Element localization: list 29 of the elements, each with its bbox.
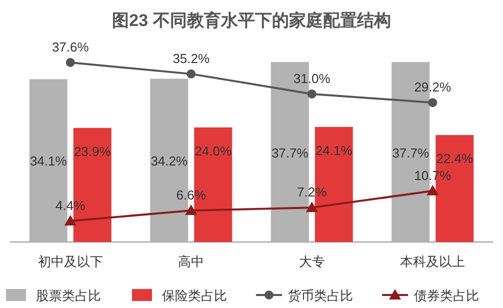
data-label: 34.2% — [150, 153, 188, 168]
legend-label: 股票类占比 — [36, 288, 101, 303]
data-label: 24.0% — [194, 143, 232, 158]
point — [185, 204, 198, 215]
data-label: 35.2% — [172, 50, 210, 66]
point — [426, 184, 439, 196]
point — [306, 202, 318, 212]
data-label: 24.1% — [315, 142, 353, 158]
data-label: 23.9% — [74, 144, 112, 159]
data-label: 37.7% — [271, 145, 309, 160]
x-tick-label: 高中 — [178, 254, 204, 269]
data-label: 22.4% — [436, 151, 474, 166]
point — [307, 89, 316, 98]
point — [186, 69, 196, 78]
x-tick-label: 本科及以上 — [400, 254, 466, 269]
data-label: 37.7% — [392, 145, 430, 160]
data-label: 29.2% — [414, 80, 452, 95]
point — [66, 58, 75, 67]
chart-title: 图23 不同教育水平下的家庭配置结构 — [112, 10, 391, 30]
data-label: 31.0% — [293, 70, 331, 86]
data-label: 37.6% — [52, 39, 90, 54]
legend-label: 货币类占比 — [288, 288, 353, 303]
point — [64, 214, 76, 226]
legend-label: 保险类占比 — [162, 288, 227, 303]
legend-label: 债券类占比 — [414, 288, 479, 303]
point — [428, 98, 438, 108]
x-tick-label: 初中及以下 — [38, 254, 103, 269]
data-label: 34.1% — [30, 153, 68, 168]
x-tick-label: 大专 — [298, 254, 325, 269]
